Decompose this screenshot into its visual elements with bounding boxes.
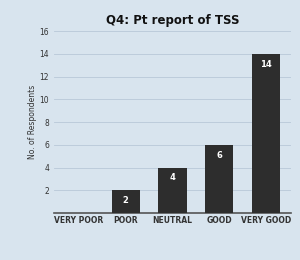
Bar <box>252 54 280 213</box>
Bar <box>205 145 233 213</box>
Text: 6: 6 <box>216 151 222 160</box>
Text: 4: 4 <box>169 173 175 182</box>
Bar <box>158 168 187 213</box>
Text: 2: 2 <box>123 196 129 205</box>
Text: 14: 14 <box>260 60 272 69</box>
Bar <box>112 190 140 213</box>
Y-axis label: No. of Respondents: No. of Respondents <box>28 85 37 159</box>
Title: Q4: Pt report of TSS: Q4: Pt report of TSS <box>106 14 239 27</box>
